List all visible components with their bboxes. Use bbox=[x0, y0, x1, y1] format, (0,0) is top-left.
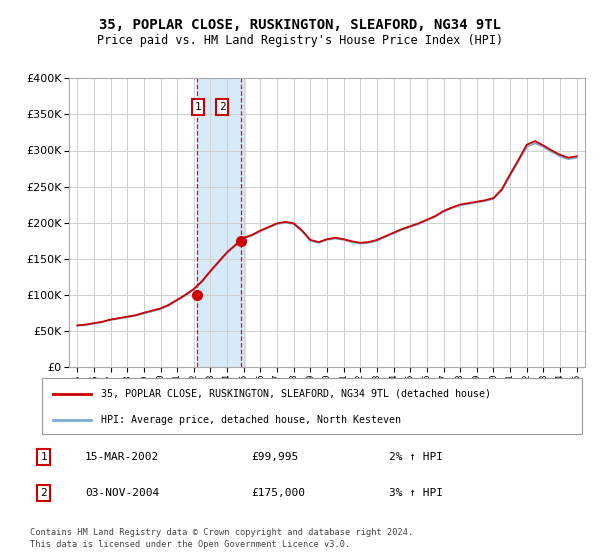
Text: 35, POPLAR CLOSE, RUSKINGTON, SLEAFORD, NG34 9TL: 35, POPLAR CLOSE, RUSKINGTON, SLEAFORD, … bbox=[99, 18, 501, 32]
Text: 03-NOV-2004: 03-NOV-2004 bbox=[85, 488, 160, 498]
Text: 2% ↑ HPI: 2% ↑ HPI bbox=[389, 452, 443, 462]
Text: 1: 1 bbox=[40, 452, 47, 462]
Text: HPI: Average price, detached house, North Kesteven: HPI: Average price, detached house, Nort… bbox=[101, 415, 401, 425]
Text: £99,995: £99,995 bbox=[251, 452, 298, 462]
Text: 3% ↑ HPI: 3% ↑ HPI bbox=[389, 488, 443, 498]
Text: 2: 2 bbox=[219, 102, 226, 112]
Text: 35, POPLAR CLOSE, RUSKINGTON, SLEAFORD, NG34 9TL (detached house): 35, POPLAR CLOSE, RUSKINGTON, SLEAFORD, … bbox=[101, 389, 491, 399]
Text: 2: 2 bbox=[40, 488, 47, 498]
Text: 1: 1 bbox=[194, 102, 202, 112]
Bar bbox=[197, 78, 245, 367]
Text: 15-MAR-2002: 15-MAR-2002 bbox=[85, 452, 160, 462]
Text: Contains HM Land Registry data © Crown copyright and database right 2024.
This d: Contains HM Land Registry data © Crown c… bbox=[30, 528, 413, 549]
Text: Price paid vs. HM Land Registry's House Price Index (HPI): Price paid vs. HM Land Registry's House … bbox=[97, 34, 503, 47]
FancyBboxPatch shape bbox=[42, 378, 582, 434]
Text: £175,000: £175,000 bbox=[251, 488, 305, 498]
